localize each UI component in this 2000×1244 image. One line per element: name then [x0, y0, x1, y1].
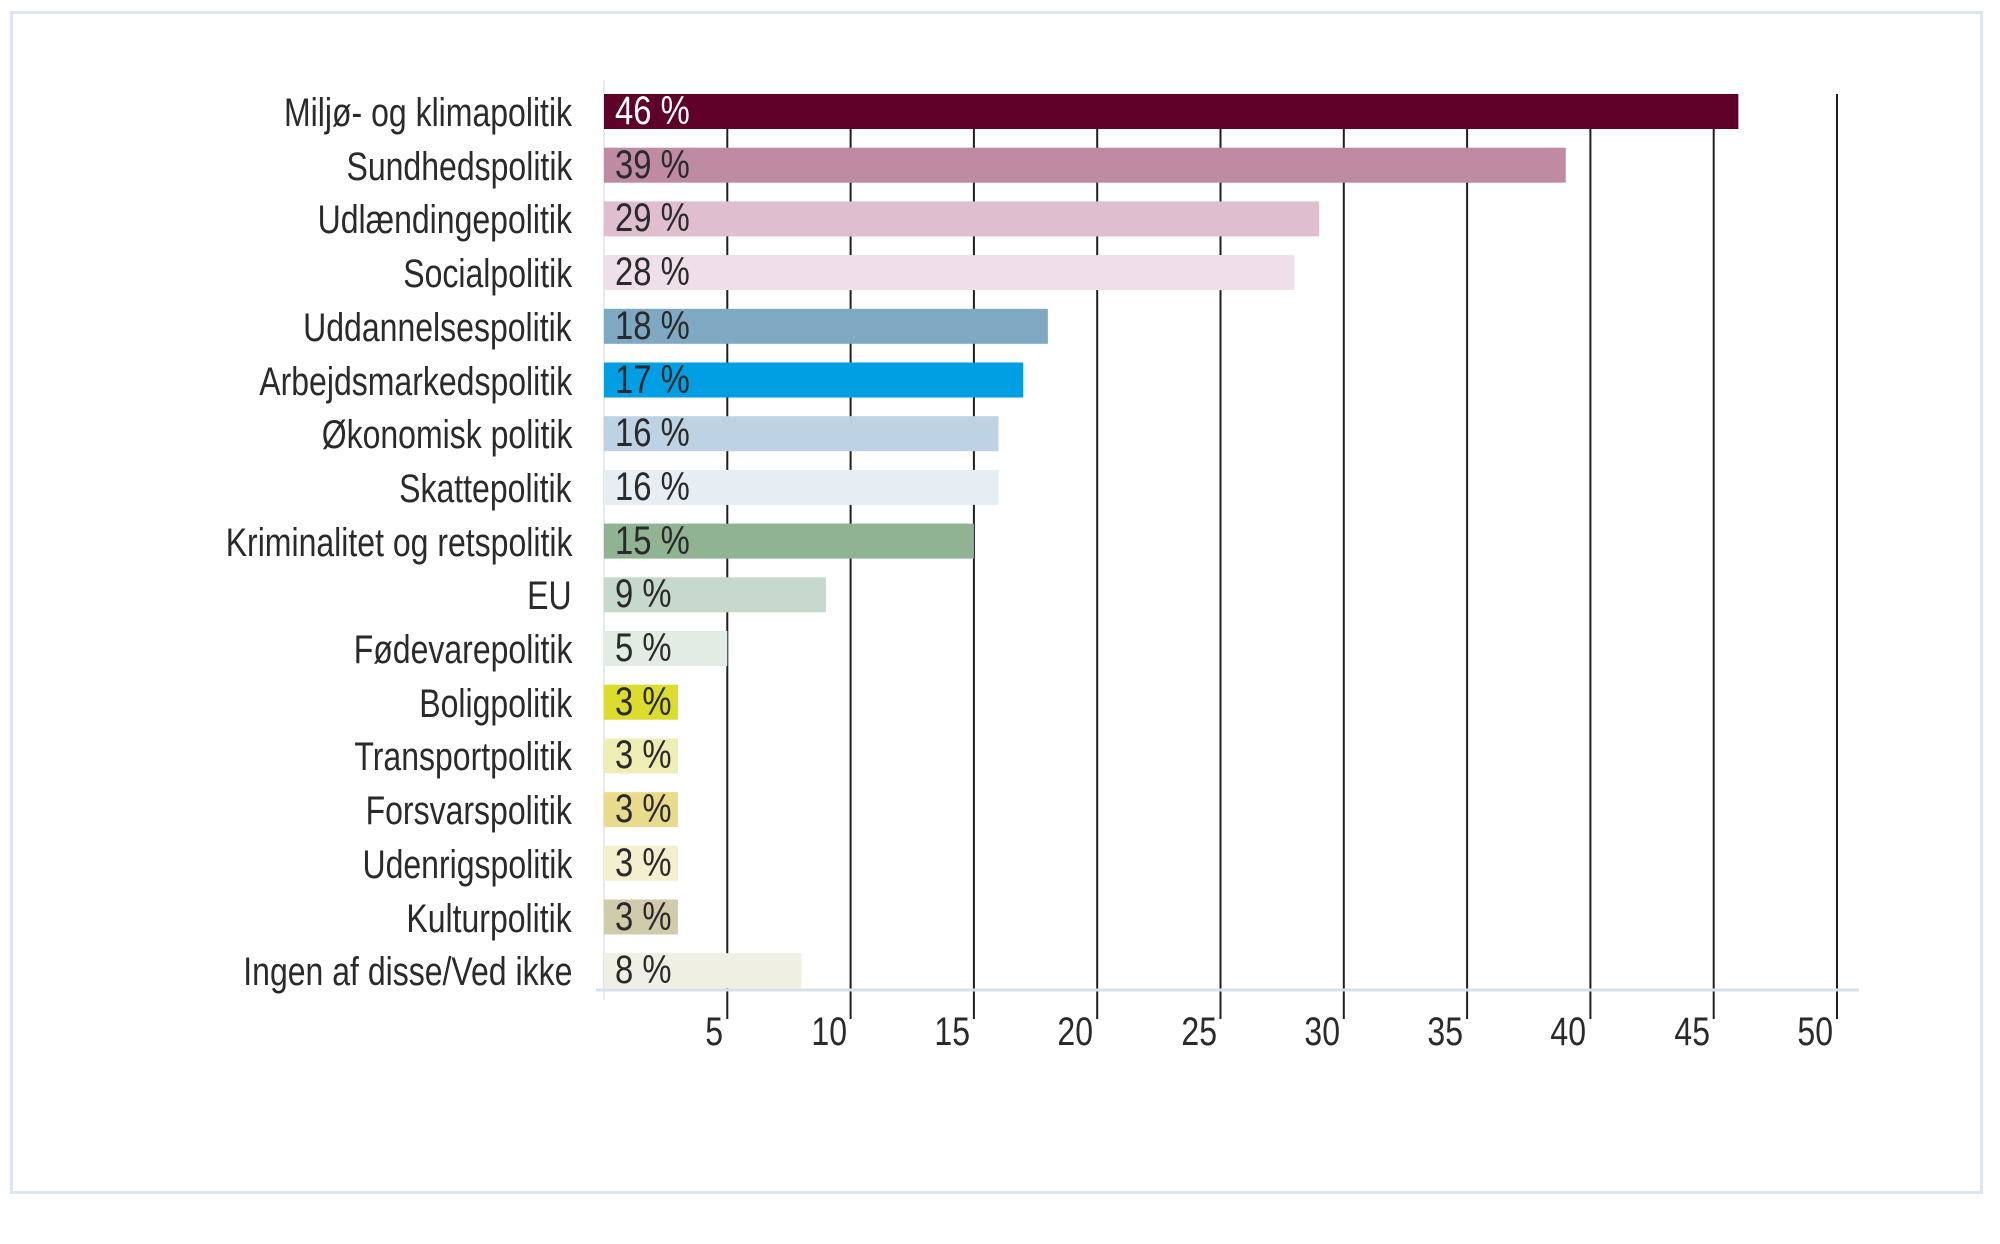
category-label: Økonomisk politik — [321, 413, 572, 458]
data-label: 39 % — [615, 142, 690, 187]
x-tick-label: 35 — [1427, 1010, 1464, 1054]
category-label: Udlændingepolitik — [317, 198, 572, 243]
data-label: 46 % — [615, 89, 690, 133]
bar — [604, 147, 1566, 183]
category-label: Transportpolitik — [354, 735, 572, 780]
category-label: Sundhedspolitik — [346, 144, 572, 189]
bar — [604, 201, 1320, 237]
category-label: Skattepolitik — [399, 466, 572, 511]
data-label: 17 % — [615, 357, 690, 402]
data-label: 3 % — [615, 679, 672, 724]
bar — [604, 792, 678, 828]
data-label: 3 % — [615, 840, 672, 885]
data-label: 8 % — [615, 948, 672, 993]
bar — [604, 631, 728, 666]
bar — [604, 738, 678, 774]
data-label: 29 % — [615, 196, 690, 241]
x-tick-label: 5 — [705, 1010, 724, 1054]
category-label: Arbejdsmarkedspolitik — [258, 359, 572, 404]
category-label: Fødevarepolitik — [353, 628, 572, 672]
data-label: 15 % — [615, 518, 690, 563]
category-label: Boligpolitik — [419, 681, 572, 726]
category-label: Kulturpolitik — [406, 896, 572, 941]
bar — [604, 416, 999, 452]
data-label: 5 % — [615, 626, 672, 670]
category-label: Miljø- og klimapolitik — [283, 91, 572, 135]
bar — [604, 953, 802, 989]
category-label: Ingen af disse/Ved ikke — [242, 950, 572, 995]
bar — [604, 899, 678, 935]
bar — [604, 684, 678, 720]
data-label: 3 % — [615, 894, 672, 939]
data-label: 3 % — [615, 733, 672, 778]
chart-frame — [10, 11, 1983, 1194]
category-label: Forsvarspolitik — [365, 789, 572, 834]
bar — [604, 255, 1295, 291]
data-label: 18 % — [615, 303, 690, 348]
bar — [604, 845, 678, 881]
x-tick-label: 10 — [810, 1010, 847, 1054]
x-tick-label: 50 — [1797, 1010, 1833, 1054]
bar — [604, 469, 999, 505]
x-tick-label: 20 — [1057, 1010, 1094, 1054]
x-tick-label: 25 — [1180, 1010, 1217, 1054]
x-tick-label: 30 — [1304, 1010, 1340, 1054]
x-tick-label: 45 — [1674, 1010, 1710, 1054]
data-label: 16 % — [615, 411, 690, 456]
data-label: 9 % — [615, 572, 672, 617]
bar — [604, 523, 974, 559]
category-label: Udenrigspolitik — [362, 842, 572, 887]
bar — [604, 308, 1048, 344]
data-label: 28 % — [615, 250, 690, 295]
bar — [604, 94, 1739, 129]
data-label: 16 % — [615, 464, 690, 509]
category-label: Socialpolitik — [403, 252, 572, 297]
bar — [604, 362, 1024, 398]
bar — [604, 577, 826, 613]
x-tick-label: 40 — [1550, 1010, 1587, 1054]
category-label: EU — [527, 574, 572, 619]
category-label: Uddannelsespolitik — [303, 305, 572, 350]
data-label: 3 % — [615, 787, 672, 832]
x-tick-label: 15 — [934, 1010, 970, 1054]
category-label: Kriminalitet og retspolitik — [225, 520, 572, 565]
